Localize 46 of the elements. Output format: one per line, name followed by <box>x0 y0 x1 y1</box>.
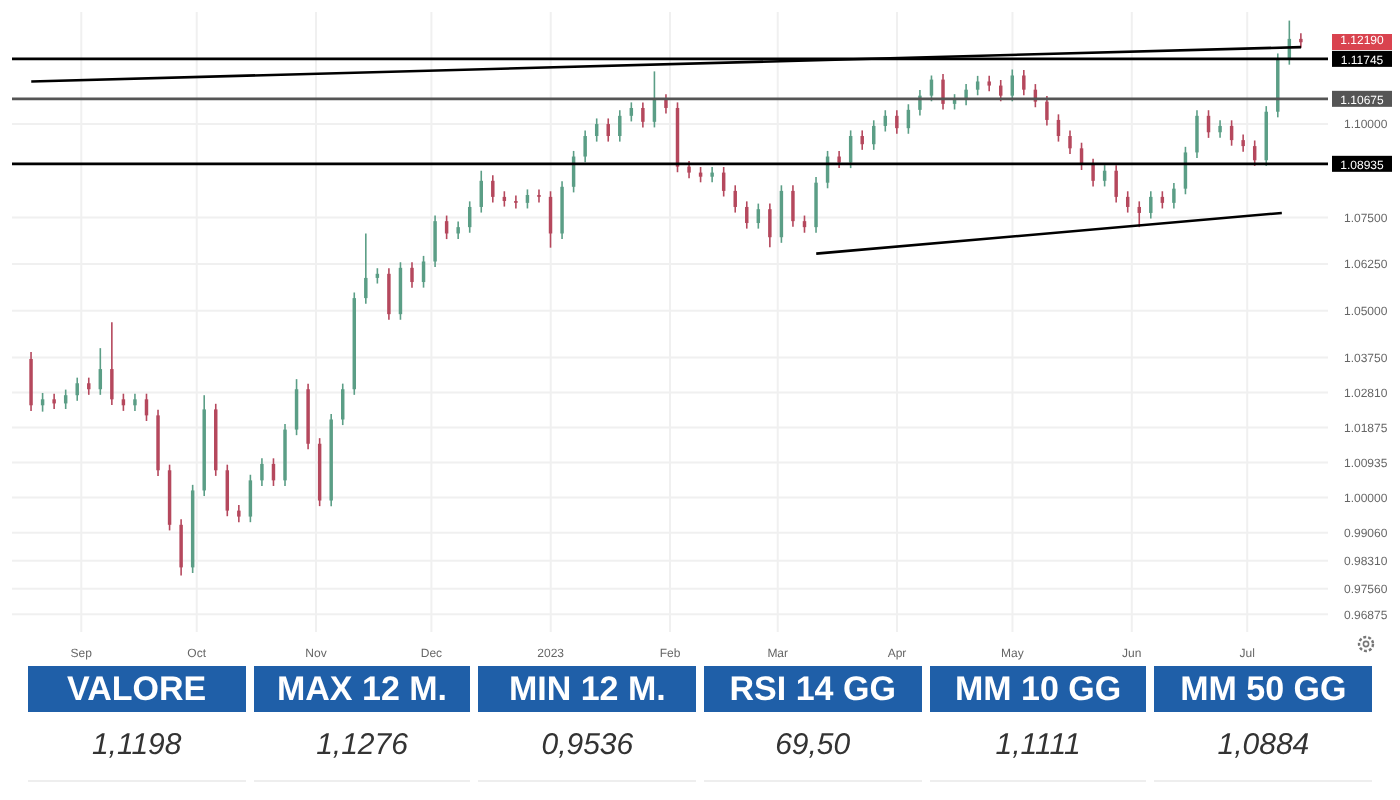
candlestick <box>618 109 622 143</box>
candlestick <box>491 174 495 204</box>
candlestick <box>1114 164 1118 204</box>
text: 1,1198 <box>28 712 246 782</box>
candlestick <box>641 101 645 129</box>
candlestick <box>941 73 945 111</box>
text: MAX 12 M. <box>253 666 471 712</box>
text: 69,50 <box>704 712 922 782</box>
candlestick <box>1045 95 1049 127</box>
candlestick <box>29 351 33 412</box>
candlestick <box>514 194 518 210</box>
text: 1,0884 <box>1154 712 1373 782</box>
text: 1,1111 <box>929 712 1147 782</box>
candlestick <box>560 180 564 240</box>
text: MM 50 GG <box>1154 666 1373 712</box>
candlestick <box>895 109 899 135</box>
text: 0,9536 <box>478 712 697 782</box>
candlestick <box>75 376 79 402</box>
candlestick <box>1299 32 1303 49</box>
candlestick <box>583 129 587 163</box>
candlestick <box>1068 129 1072 155</box>
text: MIN 12 M. <box>478 666 697 712</box>
text: 1,1276 <box>253 712 471 782</box>
candlestick <box>110 321 114 406</box>
candlestick <box>179 518 183 577</box>
candlestick <box>387 267 391 321</box>
candlestick <box>433 214 437 268</box>
candlestick <box>1195 109 1199 159</box>
candlestick <box>410 261 414 289</box>
candlestick <box>975 75 980 97</box>
candlestick <box>1091 157 1095 188</box>
text: VALORE <box>28 666 246 712</box>
candlestick <box>1010 68 1015 103</box>
candlestick <box>814 176 818 234</box>
candlestick <box>1172 182 1176 210</box>
candlestick <box>260 457 264 487</box>
text: RSI 14 GG <box>704 666 922 712</box>
candlestick <box>537 188 541 204</box>
candlestick <box>791 184 795 228</box>
candlestick <box>733 184 737 214</box>
candlestick <box>860 129 864 151</box>
text: MM 10 GG <box>929 666 1147 712</box>
candlestick <box>1022 69 1026 97</box>
candlestick <box>364 232 368 305</box>
candlestick <box>1149 190 1153 220</box>
candlestick <box>768 202 772 249</box>
